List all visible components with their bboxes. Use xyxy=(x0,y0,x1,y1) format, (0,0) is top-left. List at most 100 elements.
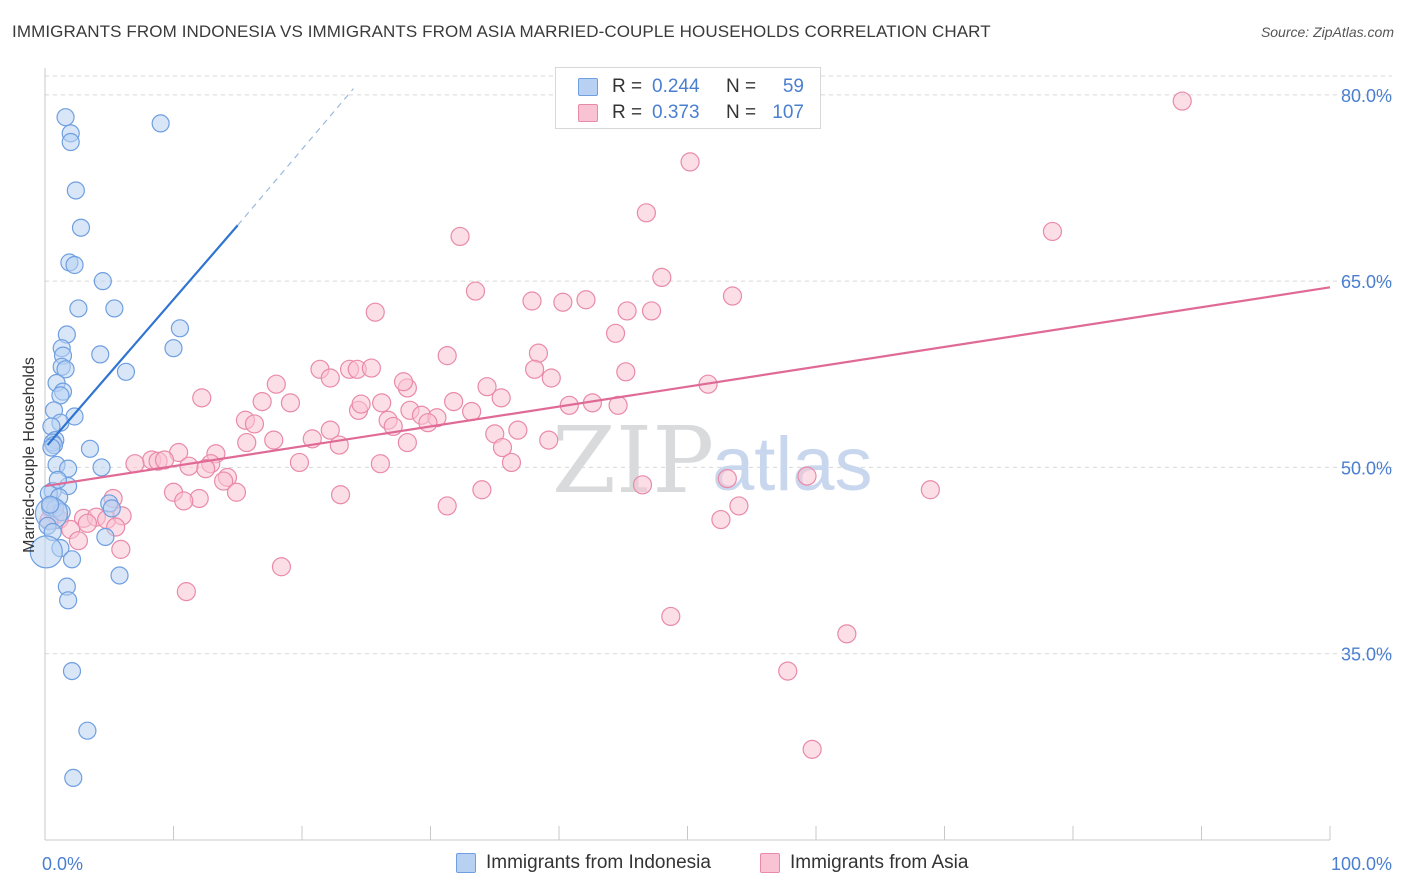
asia-point xyxy=(729,496,749,516)
bottom-legend-swatch-indonesia xyxy=(456,853,476,873)
chart-title: IMMIGRANTS FROM INDONESIA VS IMMIGRANTS … xyxy=(12,22,991,41)
asia-point xyxy=(450,226,470,247)
asia-point xyxy=(722,286,743,306)
indonesia-point xyxy=(151,114,170,133)
tick-labels: 80.0% 65.0% 50.0% 35.0% 0.0% 100.0% xyxy=(42,86,1392,874)
asia-point xyxy=(797,466,817,486)
y-axis-label: Married-couple Households xyxy=(21,357,38,553)
legend-n-value: 107 xyxy=(772,102,804,123)
watermark-atlas: atlas xyxy=(712,422,873,507)
indonesia-point xyxy=(62,550,82,569)
asia-point xyxy=(271,557,292,577)
asia-point xyxy=(465,281,486,301)
series-indonesia-points xyxy=(29,108,190,788)
asia-point xyxy=(636,203,656,223)
x-tick-label: 0.0% xyxy=(42,854,83,874)
asia-point xyxy=(472,480,492,500)
asia-point xyxy=(330,485,351,505)
asia-point xyxy=(632,475,653,495)
indonesia-point xyxy=(93,272,112,291)
asia-point xyxy=(418,413,438,433)
asia-point xyxy=(920,480,940,500)
indonesia-point xyxy=(29,535,63,569)
asia-point xyxy=(397,432,417,453)
asia-point xyxy=(778,661,798,681)
indonesia-point xyxy=(91,345,110,364)
indonesia-point xyxy=(96,527,115,547)
y-tick-label: 80.0% xyxy=(1341,86,1392,106)
asia-point xyxy=(179,456,199,476)
asia-point xyxy=(1042,221,1063,242)
asia-point xyxy=(372,393,392,413)
asia-point xyxy=(605,323,626,343)
asia-point xyxy=(661,606,681,627)
legend-r-value: 0.244 xyxy=(652,76,700,97)
indonesia-point xyxy=(61,132,80,152)
indonesia-point xyxy=(69,299,88,318)
asia-point xyxy=(444,391,464,412)
asia-point xyxy=(370,454,390,474)
asia-point xyxy=(266,374,286,394)
asia-point xyxy=(837,624,857,644)
asia-point xyxy=(492,437,513,458)
asia-point xyxy=(393,372,414,392)
asia-point xyxy=(541,368,561,388)
bottom-legend-label: Immigrants from Indonesia xyxy=(486,852,711,873)
indonesia-point xyxy=(92,458,111,477)
y-tick-label: 50.0% xyxy=(1341,458,1392,478)
y-tick-label: 35.0% xyxy=(1341,645,1392,665)
asia-point xyxy=(528,343,549,363)
asia-point xyxy=(244,414,265,434)
asia-point xyxy=(641,301,662,321)
legend-r-label: R = xyxy=(612,76,643,97)
asia-point xyxy=(437,496,457,516)
asia-point xyxy=(68,531,89,551)
indonesia-point xyxy=(71,218,91,237)
bottom-legend-label: Immigrants from Asia xyxy=(790,852,969,873)
asia-point xyxy=(617,301,637,321)
indonesia-point xyxy=(105,299,124,318)
asia-point xyxy=(154,450,175,470)
asia-point xyxy=(652,267,672,288)
asia-trend-line xyxy=(44,286,1331,488)
asia-point xyxy=(508,420,528,440)
asia-point xyxy=(226,482,247,502)
asia-point xyxy=(524,359,545,379)
stats-legend: R = 0.244 N = 59 R = 0.373 N = 107 xyxy=(555,67,821,129)
indonesia-point xyxy=(170,319,190,338)
asia-point xyxy=(437,346,457,366)
asia-point xyxy=(77,513,98,533)
indonesia-point xyxy=(116,362,136,381)
axes xyxy=(44,68,1331,841)
asia-point xyxy=(522,291,542,311)
indonesia-point xyxy=(110,566,129,585)
asia-point xyxy=(289,452,310,473)
asia-point xyxy=(280,393,301,413)
legend-swatch-asia xyxy=(578,104,598,122)
asia-point xyxy=(361,358,381,378)
bottom-legend-swatch-asia xyxy=(760,853,780,873)
asia-point xyxy=(711,509,731,530)
asia-point xyxy=(802,739,822,759)
asia-point xyxy=(176,582,196,602)
indonesia-point xyxy=(164,339,183,358)
asia-point xyxy=(252,391,272,412)
asia-point xyxy=(462,401,482,422)
asia-point xyxy=(125,454,145,474)
indonesia-point xyxy=(41,495,60,514)
asia-point xyxy=(1172,91,1192,111)
legend-n-value: 59 xyxy=(782,76,804,97)
indonesia-point xyxy=(64,768,83,788)
asia-point xyxy=(576,290,596,310)
legend-r-label: R = xyxy=(612,102,643,123)
legend-n-label: N = xyxy=(726,102,757,123)
asia-point xyxy=(320,368,340,388)
indonesia-point xyxy=(65,255,84,275)
asia-point xyxy=(501,452,522,473)
asia-point xyxy=(616,362,636,382)
trend-lines xyxy=(44,88,1331,488)
asia-point xyxy=(351,394,371,414)
asia-point xyxy=(553,292,573,312)
indonesia-point xyxy=(78,721,97,740)
